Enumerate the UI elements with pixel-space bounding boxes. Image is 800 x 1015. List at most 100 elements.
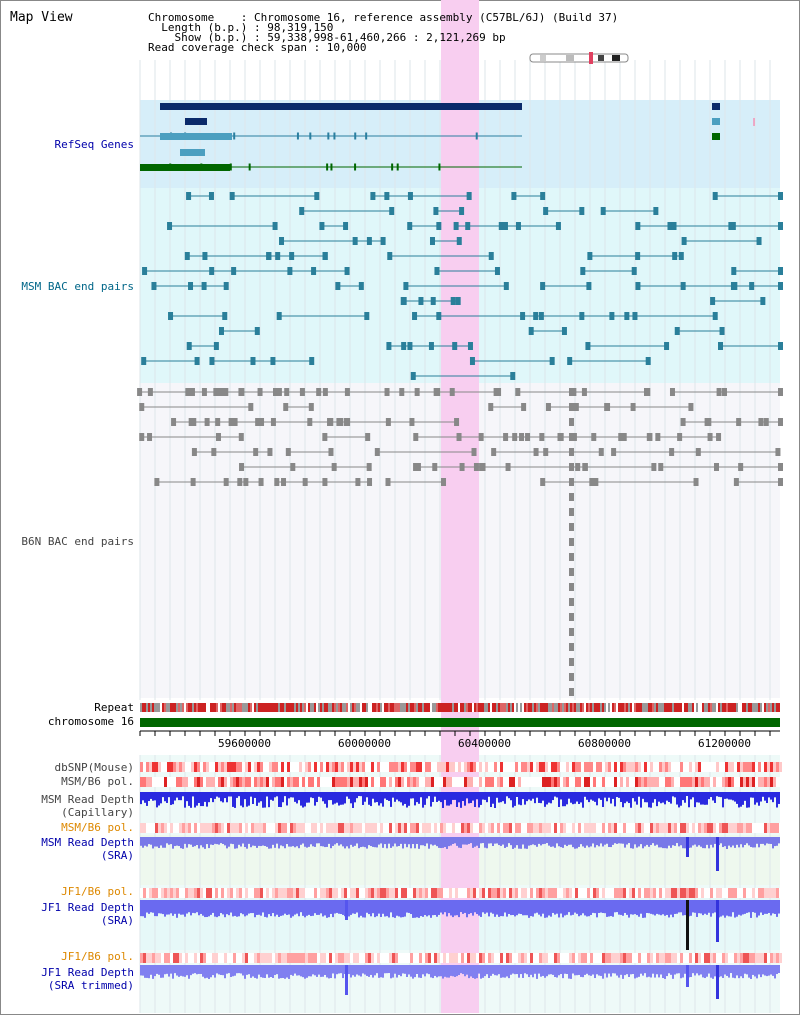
depth-bar (186, 792, 188, 802)
bac-end-marker (655, 433, 661, 441)
heat-cell (581, 888, 584, 898)
heat-cell (275, 777, 278, 787)
depth-bar (454, 900, 456, 916)
depth-bar (622, 965, 624, 979)
repeat-cell (328, 703, 330, 712)
depth-bar (684, 792, 686, 803)
depth-bar (378, 965, 380, 978)
depth-bar (594, 792, 596, 802)
heat-cell (155, 762, 158, 772)
depth-bar (658, 792, 660, 802)
track-label-jf1-depth-trim[interactable]: JF1 Read Depth (41, 966, 134, 979)
bac-end-marker (756, 237, 762, 245)
repeat-cell (698, 703, 700, 712)
heat-cell (296, 762, 299, 772)
depth-bar (228, 792, 230, 797)
repeat-cell (738, 703, 740, 712)
heat-cell (293, 888, 296, 898)
depth-bar (330, 965, 332, 979)
track-label-msm-b6-pol[interactable]: MSM/B6 pol. (61, 775, 134, 788)
bac-end-marker (202, 252, 208, 260)
heat-cell (755, 762, 758, 772)
repeat-cell (236, 703, 238, 712)
heat-cell (641, 762, 644, 772)
heat-cell (176, 953, 179, 963)
heat-cell (416, 823, 419, 833)
heat-cell (653, 823, 656, 833)
depth-bar (648, 900, 650, 914)
depth-bar (764, 792, 766, 801)
track-label-dbsnp[interactable]: dbSNP(Mouse) (54, 761, 134, 774)
heat-cell (572, 823, 575, 833)
heat-cell (584, 762, 587, 772)
depth-bar (614, 900, 616, 913)
depth-bar (424, 900, 426, 916)
bac-end-marker (503, 282, 509, 290)
heat-cell (311, 823, 314, 833)
heat-cell (740, 823, 743, 833)
depth-bar (350, 900, 352, 915)
repeat-cell (306, 703, 308, 712)
repeat-cell (532, 703, 534, 712)
depth-bar (516, 965, 518, 975)
depth-bar (444, 837, 446, 848)
track-label-b6n-bac[interactable]: B6N BAC end pairs (21, 535, 134, 548)
depth-bar (410, 900, 412, 915)
heat-cell (503, 888, 506, 898)
depth-bar (292, 792, 294, 798)
depth-bar (328, 837, 330, 844)
depth-bar (308, 900, 310, 915)
heat-cell (653, 762, 656, 772)
depth-bar (704, 837, 706, 849)
track-label-jf1-b6-pol-2[interactable]: JF1/B6 pol. (61, 950, 134, 963)
heat-cell (527, 823, 530, 833)
depth-bar (170, 965, 172, 974)
heat-cell (326, 762, 329, 772)
depth-bar (546, 792, 548, 805)
depth-bar (388, 900, 390, 918)
track-label-msm-bac[interactable]: MSM BAC end pairs (21, 280, 134, 293)
repeat-cell (358, 703, 360, 712)
heat-cell (266, 953, 269, 963)
heat-cell (260, 888, 263, 898)
depth-bar (458, 900, 460, 918)
depth-bar (286, 900, 288, 916)
ideogram-outline (529, 53, 629, 63)
heat-cell (212, 953, 215, 963)
repeat-cell (428, 703, 430, 712)
track-label-refseq[interactable]: RefSeq Genes (54, 138, 134, 151)
depth-bar (592, 792, 594, 801)
track-label-msm-depth-cap[interactable]: MSM Read Depth (41, 793, 134, 806)
bac-end-marker (671, 222, 677, 230)
heat-cell (749, 823, 752, 833)
depth-bar (392, 837, 394, 847)
heat-cell (278, 777, 281, 787)
heat-cell (566, 777, 569, 787)
depth-bar (626, 792, 628, 802)
depth-bar (682, 792, 684, 801)
depth-bar (170, 792, 172, 805)
depth-bar (540, 792, 542, 804)
depth-bar (644, 792, 646, 803)
depth-bar (740, 900, 742, 916)
gene-block (160, 103, 522, 110)
depth-bar (700, 837, 702, 847)
heat-cell (593, 777, 596, 787)
heat-cell (365, 888, 368, 898)
depth-bar (624, 965, 626, 976)
repeat-cell (304, 703, 306, 712)
heat-cell (284, 823, 287, 833)
heat-cell (668, 888, 671, 898)
track-label-msm-depth-sra[interactable]: MSM Read Depth (41, 836, 134, 849)
track-label-jf1-b6-pol[interactable]: JF1/B6 pol. (61, 885, 134, 898)
bac-end-marker (710, 297, 716, 305)
bac-end-marker (760, 297, 766, 305)
depth-bar (728, 965, 730, 978)
track-label-msm-b6-pol-2[interactable]: MSM/B6 pol. (61, 821, 134, 834)
depth-bar (662, 792, 664, 803)
track-label-jf1-depth-sra[interactable]: JF1 Read Depth (41, 901, 134, 914)
depth-bar (316, 900, 318, 915)
heat-cell (569, 777, 572, 787)
depth-bar (224, 965, 226, 979)
depth-bar (330, 792, 332, 801)
